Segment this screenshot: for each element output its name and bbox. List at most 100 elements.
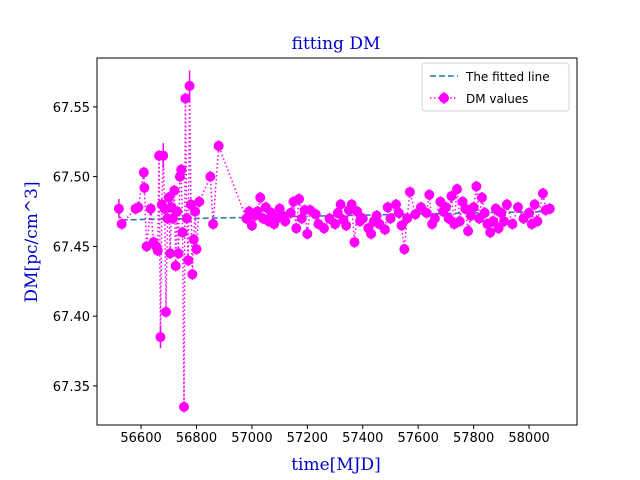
data-point	[379, 224, 390, 235]
data-point	[252, 206, 263, 217]
data-point	[280, 216, 291, 227]
data-point	[493, 223, 504, 234]
data-point	[341, 220, 352, 231]
data-point	[161, 306, 172, 317]
data-point	[176, 164, 187, 175]
data-point	[346, 199, 357, 210]
data-point	[532, 216, 543, 227]
data-point	[460, 203, 471, 214]
plot-frame	[96, 57, 578, 426]
data-point	[371, 210, 382, 221]
data-point	[187, 269, 198, 280]
data-point	[183, 255, 194, 266]
data-point	[318, 223, 329, 234]
data-point	[512, 202, 523, 213]
data-point	[291, 223, 302, 234]
data-point	[155, 332, 166, 343]
data-point	[537, 188, 548, 199]
data-point	[463, 226, 474, 237]
data-point	[352, 206, 363, 217]
data-point	[332, 207, 343, 218]
data-point	[194, 196, 205, 207]
x-axis-label: time[MJD]	[291, 455, 381, 475]
data-point	[410, 209, 421, 220]
data-point	[454, 216, 465, 227]
data-point	[429, 213, 440, 224]
data-point	[138, 167, 149, 178]
data-point	[544, 203, 555, 214]
data-point	[116, 219, 127, 230]
data-point	[310, 209, 321, 220]
data-point	[424, 189, 435, 200]
data-point	[366, 228, 377, 239]
data-point	[302, 228, 313, 239]
data-point	[393, 207, 404, 218]
x-tick-label: 57200	[287, 431, 328, 446]
data-point	[205, 171, 216, 182]
data-point	[184, 80, 195, 91]
data-point	[213, 140, 224, 151]
data-point	[479, 207, 490, 218]
data-point	[208, 219, 219, 230]
data-point	[145, 203, 156, 214]
chart-title: fitting DM	[292, 34, 381, 54]
data-point	[471, 181, 482, 192]
x-tick-label: 57600	[398, 431, 439, 446]
data-point	[169, 185, 180, 196]
data-point	[488, 216, 499, 227]
legend-label: The fitted line	[465, 70, 550, 84]
data-point	[246, 220, 257, 231]
data-point	[152, 245, 163, 256]
data-point	[402, 213, 413, 224]
y-tick-label: 67.55	[53, 101, 90, 116]
data-point	[446, 191, 457, 202]
data-point	[465, 210, 476, 221]
data-point	[296, 213, 307, 224]
legend-label: DM values	[466, 92, 528, 106]
data-point	[396, 220, 407, 231]
x-tick-label: 57000	[231, 431, 272, 446]
legend-swatch	[439, 93, 449, 103]
data-point	[496, 207, 507, 218]
data-point	[177, 227, 188, 238]
data-point	[181, 213, 192, 224]
data-point	[158, 150, 169, 161]
data-point	[404, 186, 415, 197]
data-point	[113, 203, 124, 214]
data-point	[285, 207, 296, 218]
fitted-line	[121, 210, 549, 221]
data-point	[524, 207, 535, 218]
data-point	[255, 192, 266, 203]
x-tick-label: 57400	[342, 431, 383, 446]
data-point	[139, 182, 150, 193]
data-point	[165, 248, 176, 259]
data-point	[173, 248, 184, 259]
y-tick-label: 67.40	[53, 310, 90, 325]
y-tick-label: 67.50	[53, 171, 90, 186]
data-point	[507, 219, 518, 230]
series-line	[118, 85, 551, 407]
data-point	[399, 244, 410, 255]
data-point	[179, 401, 190, 412]
y-axis-label: DM[pc/cm^3]	[22, 181, 42, 302]
data-point	[133, 202, 144, 213]
data-point	[188, 234, 199, 245]
data-point	[172, 206, 183, 217]
data-point	[485, 227, 496, 238]
data-point	[391, 199, 402, 210]
y-tick-label: 67.35	[53, 380, 90, 395]
legend-box	[421, 62, 570, 112]
data-point	[382, 202, 393, 213]
data-point	[180, 93, 191, 104]
data-point	[385, 213, 396, 224]
data-point	[163, 192, 174, 203]
data-point	[330, 219, 341, 230]
x-tick-label: 57800	[453, 431, 494, 446]
data-point	[294, 193, 305, 204]
data-point	[421, 207, 432, 218]
data-point	[335, 199, 346, 210]
data-point	[501, 199, 512, 210]
data-point	[357, 213, 368, 224]
x-tick-label: 56600	[120, 431, 161, 446]
